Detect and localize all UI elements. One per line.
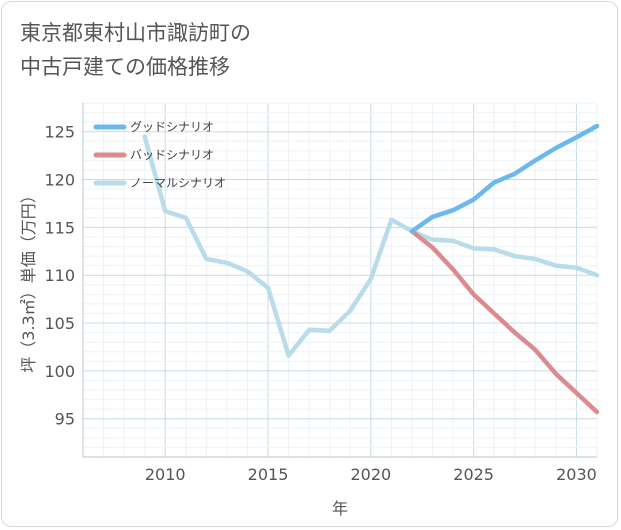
y-tick-label: 125 — [44, 123, 75, 142]
y-tick-label: 100 — [44, 362, 75, 381]
y-tick-labels: 95 100 105 110 115 120 125 — [44, 123, 75, 429]
x-tick-label: 2030 — [556, 465, 597, 484]
chart-title-line-1: 東京都東村山市諏訪町の — [20, 21, 251, 45]
y-axis-title: 坪（3.3㎡）単価（万円） — [19, 187, 38, 372]
x-axis-title: 年 — [332, 499, 348, 518]
legend-label-0: グッドシナリオ — [130, 120, 214, 134]
y-tick-label: 105 — [44, 314, 75, 333]
legend-label-1: バッドシナリオ — [130, 148, 214, 162]
series-line-2 — [142, 134, 600, 358]
y-tick-label: 110 — [44, 266, 75, 285]
y-tick-label: 95 — [55, 410, 75, 429]
x-tick-label: 2010 — [145, 465, 186, 484]
x-tick-labels: 2010 2015 2020 2025 2030 — [145, 465, 597, 484]
chart-title: 東京都東村山市諏訪町の 中古戸建ての価格推移 — [20, 16, 251, 84]
x-tick-label: 2015 — [248, 465, 289, 484]
legend-label-2: ノーマルシナリオ — [130, 176, 226, 190]
series-line-0 — [409, 123, 600, 234]
y-tick-label: 120 — [44, 171, 75, 190]
x-tick-label: 2025 — [453, 465, 494, 484]
x-tick-label: 2020 — [350, 465, 391, 484]
plot-border — [82, 103, 597, 458]
series-layer — [142, 123, 600, 415]
series-line-1 — [409, 228, 600, 415]
chart-title-line-2: 中古戸建ての価格推移 — [20, 55, 230, 79]
y-tick-label: 115 — [44, 218, 75, 237]
